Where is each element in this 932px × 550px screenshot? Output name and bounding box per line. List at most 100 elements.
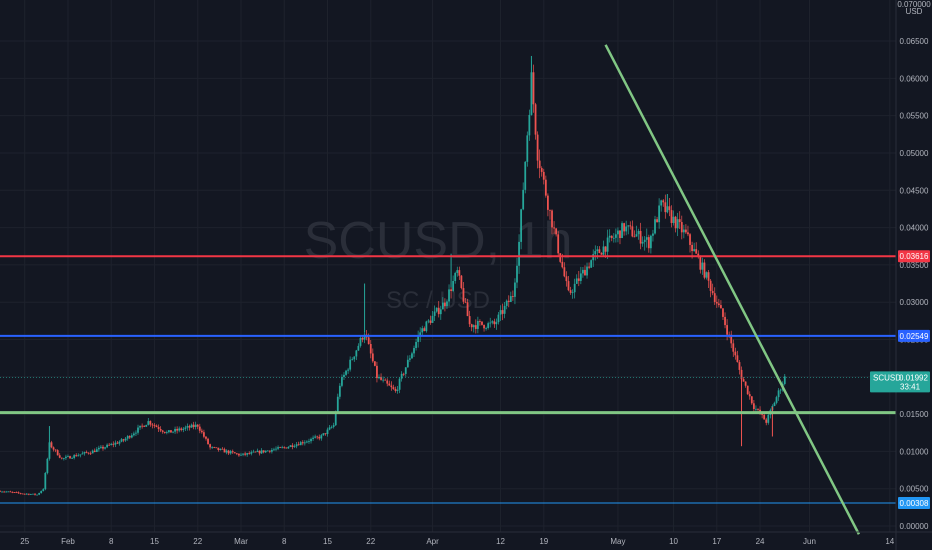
candle-body <box>357 345 360 351</box>
candle-body <box>596 249 599 252</box>
candle-body <box>633 236 636 238</box>
candle-body <box>211 447 214 448</box>
candle-body <box>15 492 18 494</box>
candle-body <box>491 321 494 323</box>
candle-body <box>268 450 271 452</box>
candle-body <box>97 447 100 450</box>
candle-body <box>312 437 314 439</box>
candle-body <box>514 282 516 297</box>
candle-body <box>174 428 176 432</box>
candle-body <box>178 428 181 431</box>
candle-body <box>143 425 146 427</box>
x-tick-label: 10 <box>669 537 678 546</box>
candle-body <box>561 261 564 268</box>
candle-body <box>511 296 514 297</box>
candle-body <box>540 168 543 172</box>
candle-body <box>652 233 654 236</box>
candle-body <box>27 493 30 495</box>
candle-body <box>474 325 477 329</box>
candle-body <box>124 438 127 441</box>
candle-body <box>118 441 121 444</box>
horizontal-lines[interactable] <box>0 255 896 504</box>
candle-body <box>69 456 71 459</box>
candle-body <box>699 257 702 270</box>
candle-body <box>151 424 154 426</box>
current-price-countdown: 33:41 <box>900 382 921 391</box>
candle-body <box>238 453 240 456</box>
candle-body <box>689 234 691 245</box>
candle-body <box>221 448 224 450</box>
candle-body <box>54 449 57 451</box>
candle-body <box>559 253 562 262</box>
candle-body <box>147 421 150 425</box>
candle-body <box>528 114 531 136</box>
candle-body <box>748 394 751 397</box>
candle-body <box>190 424 193 428</box>
candle-body <box>207 438 209 445</box>
candle-body <box>499 310 502 315</box>
candle-body <box>456 270 459 273</box>
candle-body <box>5 491 8 493</box>
candles <box>0 55 786 496</box>
candle-body <box>643 239 646 242</box>
candle-body <box>153 425 156 427</box>
candle-body <box>598 249 601 254</box>
candle-body <box>252 451 255 453</box>
candle-body <box>89 453 92 455</box>
candle-body <box>779 389 782 391</box>
candle-body <box>392 387 395 389</box>
candle-body <box>600 253 603 255</box>
candle-body <box>487 323 490 329</box>
candle-body <box>746 385 749 395</box>
candle-body <box>163 431 166 433</box>
x-tick-label: Apr <box>426 537 439 546</box>
x-tick-label: 8 <box>109 537 114 546</box>
price-badge-label: 0.03616 <box>900 252 929 261</box>
candle-body <box>128 436 131 438</box>
candle-body <box>722 308 724 317</box>
candle-body <box>46 458 49 473</box>
candle-body <box>404 367 407 374</box>
trendline[interactable] <box>604 44 861 535</box>
candle-body <box>582 269 584 274</box>
candle-body <box>641 241 644 244</box>
candle-body <box>460 275 463 289</box>
candle-body <box>93 450 96 452</box>
price-badge-low-blue <box>898 497 930 510</box>
candle-body <box>761 414 764 415</box>
y-tick-label: 0.05000 <box>900 149 929 158</box>
candle-body <box>373 361 376 366</box>
candle-body <box>546 195 549 210</box>
trendline-group[interactable] <box>604 44 861 535</box>
candle-body <box>186 426 189 428</box>
candle-body <box>192 424 195 428</box>
candle-body <box>623 223 626 232</box>
candle-body <box>767 414 770 423</box>
candle-body <box>454 272 457 281</box>
candle-body <box>182 428 185 430</box>
candle-body <box>7 491 10 493</box>
candle-body <box>656 219 658 223</box>
candle-body <box>736 355 739 363</box>
candle-body <box>777 390 780 398</box>
candle-body <box>277 447 279 449</box>
candle-body <box>108 444 111 446</box>
candle-body <box>433 311 436 316</box>
candle-body <box>301 442 304 444</box>
candle-body <box>551 210 553 228</box>
candle-body <box>691 244 693 252</box>
candle-body <box>56 450 59 456</box>
candle-body <box>347 369 350 371</box>
candle-body <box>170 430 172 433</box>
candle-body <box>649 235 652 249</box>
candle-body <box>563 267 566 277</box>
candle-body <box>242 453 244 455</box>
candle-body <box>318 436 321 439</box>
candle-body <box>264 450 267 453</box>
candle-body <box>425 321 428 332</box>
candle-body <box>62 458 65 459</box>
candle-body <box>775 397 778 403</box>
candle-body <box>584 269 586 276</box>
candle-body <box>406 359 409 368</box>
